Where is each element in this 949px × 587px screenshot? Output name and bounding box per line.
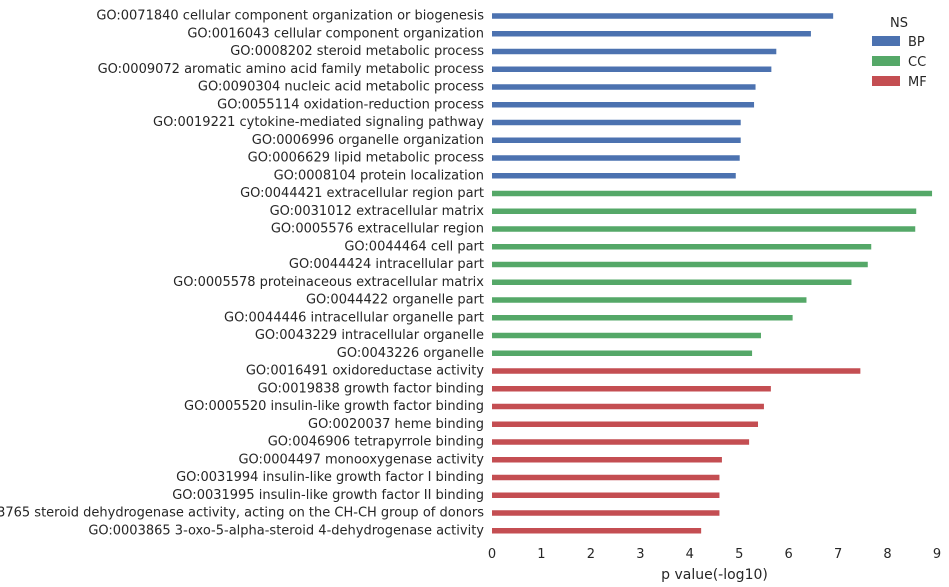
category-label: GO:0044424 intracellular part (289, 257, 484, 272)
bar (492, 137, 741, 143)
bar (492, 102, 755, 108)
bar (492, 457, 722, 463)
bar (492, 386, 771, 392)
bar (492, 474, 720, 481)
category-label: GO:0044422 organelle part (306, 293, 484, 308)
category-label: GO:0016491 oxidoreductase activity (246, 364, 484, 379)
bar (492, 297, 807, 303)
legend-entries: BP CC MF (872, 35, 927, 90)
category-label: GO:0019221 cytokine-mediated signaling p… (153, 115, 484, 130)
bar (492, 48, 777, 55)
legend-label: BP (908, 35, 925, 50)
category-label: GO:0005578 proteinaceous extracellular m… (173, 275, 484, 290)
legend-swatch (872, 36, 900, 46)
bar (492, 368, 861, 374)
category-label: GO:0005520 insulin-like growth factor bi… (184, 399, 484, 414)
bar (492, 315, 793, 321)
bar (492, 119, 741, 126)
category-label: GO:0019838 growth factor binding (257, 381, 484, 396)
x-tick-label: 0 (488, 547, 496, 562)
category-label: GO:0006629 lipid metabolic process (248, 151, 485, 166)
category-label: GO:0016043 cellular component organizati… (187, 26, 484, 41)
x-tick-label: 1 (537, 547, 545, 562)
bar (492, 439, 750, 445)
legend-label: CC (908, 55, 926, 70)
bar (492, 279, 852, 285)
x-tick-label: 9 (933, 547, 941, 562)
bar (492, 528, 702, 534)
category-label: GO:0031995 insulin-like growth factor II… (172, 488, 484, 503)
category-label: GO:0043229 intracellular organelle (255, 328, 484, 343)
legend-label: MF (908, 75, 927, 90)
category-label: GO:0043226 organelle (337, 346, 484, 361)
x-tick-label: 4 (686, 547, 694, 562)
category-label: GO:0044464 cell part (344, 239, 484, 254)
legend-title: NS (890, 16, 908, 31)
bar (492, 261, 868, 268)
category-label: GO:0055114 oxidation-reduction process (217, 97, 484, 112)
category-label: GO:0031012 extracellular matrix (270, 204, 485, 219)
x-tick-label: 6 (785, 547, 793, 562)
bar (492, 510, 720, 516)
category-label: GO:0004497 monooxygenase activity (238, 452, 484, 467)
x-axis-ticks: 0 1 2 3 4 5 6 7 8 9 (488, 547, 941, 562)
legend-swatch (872, 56, 900, 66)
bars-layer (492, 13, 933, 534)
category-label: GO:0003865 3-oxo-5-alpha-steroid 4-dehyd… (88, 523, 484, 538)
category-label: GO:0009072 aromatic amino acid family me… (98, 62, 485, 77)
category-label: GO:0071840 cellular component organizati… (96, 9, 484, 24)
category-labels: GO:0071840 cellular component organizati… (0, 9, 484, 539)
bar (492, 244, 872, 250)
bar (492, 421, 759, 427)
category-label: GO:0033765 steroid dehydrogenase activit… (0, 506, 484, 521)
bar (492, 492, 720, 498)
category-label: GO:0005576 extracellular region (271, 222, 484, 237)
x-tick-label: 3 (636, 547, 644, 562)
bar (492, 332, 761, 339)
category-label: GO:0090304 nucleic acid metabolic proces… (198, 80, 484, 95)
bar (492, 84, 756, 90)
bar (492, 190, 933, 197)
bar (492, 66, 772, 72)
bar (492, 403, 764, 410)
x-axis-label: p value(-log10) (661, 567, 768, 583)
legend: NS BP CC MF (872, 16, 927, 90)
category-label: GO:0006996 organelle organization (252, 133, 484, 148)
category-label: GO:0008202 steroid metabolic process (230, 44, 484, 59)
category-label: GO:0008104 protein localization (274, 168, 484, 183)
category-label: GO:0044446 intracellular organelle part (224, 310, 484, 325)
category-label: GO:0046906 tetrapyrrole binding (268, 435, 484, 450)
bar (492, 173, 736, 179)
category-label: GO:0020037 heme binding (308, 417, 484, 432)
bar (492, 13, 834, 19)
legend-swatch (872, 76, 900, 86)
bar (492, 208, 917, 214)
bar (492, 31, 811, 37)
category-label: GO:0044421 extracellular region part (240, 186, 484, 201)
bar (492, 350, 753, 356)
bar (492, 226, 916, 232)
x-tick-label: 7 (834, 547, 842, 562)
x-tick-label: 5 (735, 547, 743, 562)
x-tick-label: 2 (587, 547, 595, 562)
x-tick-label: 8 (883, 547, 891, 562)
category-label: GO:0031994 insulin-like growth factor I … (176, 470, 484, 485)
bar (492, 155, 740, 161)
